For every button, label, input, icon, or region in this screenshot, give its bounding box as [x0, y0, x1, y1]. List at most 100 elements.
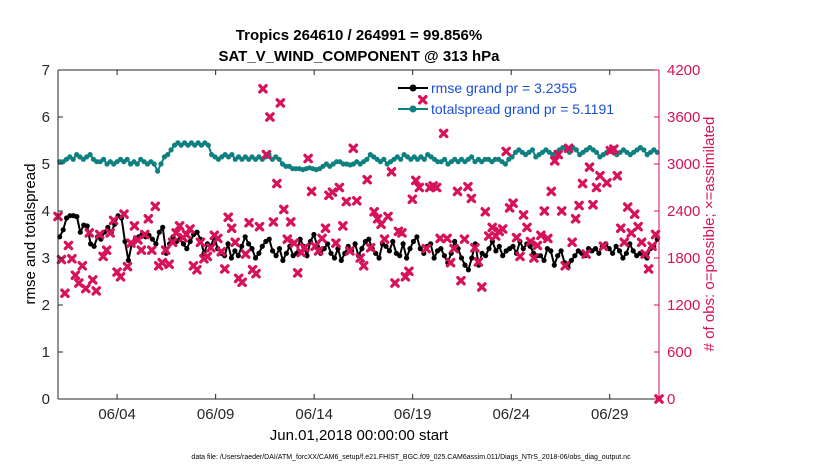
spread-point-134: [509, 154, 515, 160]
obs-marker-16: [108, 215, 119, 226]
rmse-point-118: [462, 262, 468, 268]
obs-marker-170: [643, 264, 654, 274]
obs-marker-48: [219, 264, 230, 274]
obs-marker-41: [195, 237, 206, 248]
obs-marker-141: [543, 233, 553, 244]
obs-marker-111: [438, 128, 449, 139]
rmse-point-86: [352, 241, 358, 247]
rmse-point-54: [242, 234, 248, 240]
obs-marker-67: [285, 217, 296, 227]
obs-marker-117: [459, 234, 470, 244]
right-tick-label-3: 1800: [667, 250, 700, 267]
obs-marker-151: [577, 178, 588, 189]
obs-marker-148: [567, 237, 577, 248]
obs-marker-89: [362, 174, 372, 185]
obs-marker-95: [383, 211, 393, 222]
obs-marker-99: [397, 228, 407, 238]
right-tick-label-6: 3600: [667, 109, 700, 126]
obs-marker-156: [595, 170, 605, 181]
rmse-point-135: [520, 246, 526, 252]
legend-spread-label: totalspread grand pr = 5.1191: [431, 101, 614, 117]
legend: rmse grand pr = 3.2355 totalspread grand…: [398, 80, 614, 117]
obs-marker-169: [640, 249, 650, 259]
obs-marker-54: [240, 249, 251, 259]
obs-marker-25: [140, 229, 150, 240]
obs-marker-116: [456, 275, 466, 286]
rmse-point-90: [366, 236, 372, 242]
obs-marker-13: [98, 251, 108, 262]
legend-spread-marker: [409, 105, 417, 113]
rmse-point-119: [465, 267, 471, 273]
obs-marker-26: [143, 214, 154, 224]
obs-marker-44: [206, 243, 216, 253]
x-axis-label: Jun.01,2018 00:00:00 start: [270, 427, 449, 444]
rmse-point-93: [376, 255, 382, 261]
obs-marker-131: [508, 198, 518, 208]
left-tick-label-6: 6: [42, 109, 50, 126]
spread-point-51: [229, 152, 235, 158]
obs-marker-88: [358, 261, 369, 271]
spread-point-32: [165, 152, 171, 158]
spread-point-122: [469, 154, 475, 160]
obs-marker-71: [299, 243, 310, 253]
obs-marker-58: [254, 221, 265, 232]
obs-marker-46: [213, 233, 223, 244]
rmse-point-129: [500, 253, 506, 259]
left-tick-label-4: 4: [42, 203, 50, 220]
obs-marker-128: [497, 224, 508, 234]
rmse-point-50: [228, 255, 234, 261]
obs-marker-115: [452, 186, 463, 197]
obs-marker-69: [292, 268, 303, 278]
rmse-point-146: [558, 248, 564, 254]
rmse-point-149: [568, 257, 575, 263]
obs-marker-135: [522, 222, 532, 233]
obs-marker-20: [122, 261, 133, 272]
right-tick-label-4: 2400: [667, 203, 700, 220]
obs-marker-162: [615, 223, 626, 234]
spread-point-108: [421, 156, 427, 162]
rmse-point-140: [537, 253, 544, 259]
obs-marker-40: [192, 264, 202, 275]
obs-marker-15: [105, 228, 115, 238]
rmse-point-10: [91, 243, 97, 249]
obs-marker-167: [633, 221, 643, 232]
obs-marker-152: [581, 249, 591, 259]
obs-marker-76: [317, 233, 327, 244]
obs-marker-18: [115, 272, 126, 282]
spread-point-173: [641, 147, 647, 153]
rmse-point-58: [256, 250, 262, 256]
obs-marker-22: [129, 221, 140, 231]
rmse-point-165: [623, 250, 630, 256]
rmse-point-28: [153, 241, 159, 247]
obs-marker-81: [334, 182, 345, 193]
spread-point-65: [276, 156, 282, 162]
obs-marker-50: [226, 223, 237, 234]
rmse-point-8: [84, 223, 90, 229]
obs-marker-153: [584, 162, 595, 172]
spread-point-96: [381, 156, 387, 162]
rmse-point-29: [156, 229, 162, 235]
rmse-point-115: [452, 238, 458, 245]
obs-marker-110: [435, 233, 445, 244]
obs-marker-157: [598, 241, 609, 252]
obs-marker-38: [185, 224, 195, 234]
rmse-point-65: [280, 257, 286, 263]
rmse-point-37: [184, 246, 190, 252]
obs-marker-31: [160, 245, 171, 255]
y-axis-label-left: rmse and totalspread: [22, 164, 39, 305]
rmse-point-141: [541, 257, 547, 263]
obs-marker-43: [202, 251, 213, 262]
obs-marker-2: [60, 288, 70, 299]
obs-marker-144: [553, 149, 564, 160]
obs-marker-61: [265, 112, 275, 122]
obs-marker-14: [101, 245, 112, 255]
spread-point-13: [101, 156, 107, 162]
spread-point-101: [398, 156, 404, 162]
rmse-point-99: [397, 253, 403, 259]
rmse-point-20: [125, 257, 131, 263]
obs-marker-62: [268, 217, 279, 227]
rmse-point-163: [616, 248, 623, 254]
rmse-point-62: [270, 248, 276, 254]
right-tick-label-1: 600: [667, 344, 692, 361]
left-y-ticks: 0 1 2 3 4 5 6 7: [42, 62, 63, 408]
